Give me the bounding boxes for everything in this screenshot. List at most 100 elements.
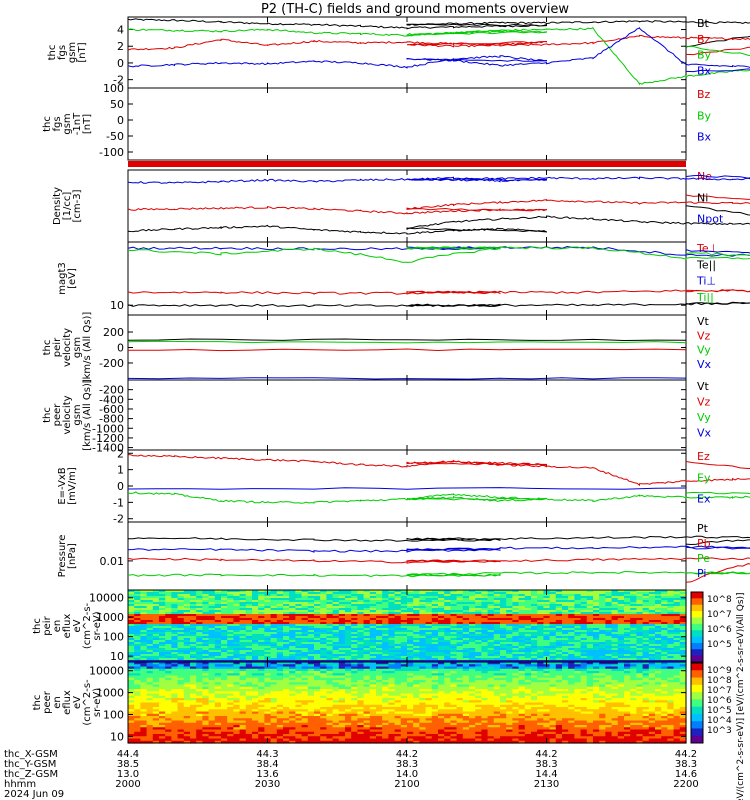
spectrogram-cell [152, 720, 160, 724]
spectrogram-cell [264, 606, 272, 609]
spectrogram-cell [549, 654, 557, 657]
spectrogram-cell [357, 606, 365, 609]
spectrogram-cell [214, 650, 222, 653]
spectrogram-cell [165, 596, 172, 599]
spectrogram-cell [611, 622, 619, 625]
spectrogram-cell [444, 622, 451, 625]
spectrogram-cell [506, 650, 513, 653]
spectrogram-cell [382, 654, 389, 657]
spectrogram-cell [276, 648, 284, 651]
spectrogram-cell [301, 711, 309, 715]
spectrogram-cell [475, 590, 482, 593]
spectrogram-cell [134, 677, 141, 681]
spectrogram-cell [221, 634, 228, 637]
spectrogram-cell [245, 722, 253, 726]
spectrogram-cell [345, 600, 352, 603]
spectrogram-cell [270, 662, 278, 665]
spectrogram-cell [270, 675, 278, 679]
spectrogram-cell [500, 594, 507, 597]
spectrogram-cell [252, 702, 259, 706]
spectrogram-cell [382, 604, 389, 607]
spectrogram-cell [363, 650, 371, 653]
spectrogram-cell [146, 592, 154, 595]
spectrogram-cell [586, 656, 594, 659]
spectrogram-cell [214, 628, 222, 631]
spectrogram-cell [338, 736, 346, 740]
spectrogram-cell [252, 671, 259, 674]
spectrogram-cell [233, 660, 241, 663]
spectrogram-cell [345, 650, 352, 653]
spectrogram-cell [332, 682, 340, 686]
spectrogram-cell [617, 592, 625, 595]
spectrogram-cell [648, 636, 656, 639]
spectrogram-cell [214, 666, 222, 670]
spectrogram-cell [605, 606, 613, 609]
spectrogram-cell [326, 598, 334, 601]
spectrogram-cell [295, 725, 303, 728]
spectrogram-cell [134, 727, 141, 731]
spectrogram-cell [307, 677, 315, 681]
spectrogram-cell [289, 680, 296, 683]
spectrogram-cell [413, 594, 420, 597]
spectrogram-cell [221, 642, 228, 645]
spectrogram-cell [357, 677, 365, 681]
spectrogram-cell [140, 729, 148, 733]
spectrogram-cell [369, 664, 377, 668]
spectrogram-cell [221, 707, 228, 710]
spectrogram-cell [493, 652, 501, 655]
spectrogram-cell [295, 650, 303, 653]
spectrogram-cell [524, 592, 532, 595]
spectrogram-cell [605, 610, 613, 613]
spectrogram-cell [196, 702, 203, 706]
spectrogram-cell [599, 618, 606, 621]
spectrogram-cell [661, 634, 668, 637]
spectrogram-cell [351, 632, 358, 635]
spectrogram-cell [586, 622, 594, 625]
spectrogram-cell [438, 612, 445, 615]
spectrogram-cell [183, 695, 191, 699]
spectrogram-cell [152, 675, 160, 679]
spectrogram-cell [661, 622, 668, 625]
spectrogram-cell [196, 610, 203, 613]
spectrogram-cell [289, 668, 296, 672]
spectrogram-cell [307, 628, 315, 631]
spectrogram-cell [227, 736, 234, 740]
spectrogram-cell [252, 684, 259, 688]
spectrogram-cell [227, 612, 234, 615]
spectrogram-cell [351, 658, 358, 661]
spectrogram-cell [537, 598, 544, 601]
spectrogram-cell [376, 620, 383, 623]
spectrogram-cell [183, 612, 191, 615]
spectrogram-cell [307, 686, 315, 690]
spectrogram-cell [444, 612, 451, 615]
spectrogram-cell [363, 596, 371, 599]
spectrogram-cell [295, 702, 303, 706]
spectrogram-cell [438, 642, 445, 645]
spectrogram-cell [369, 695, 377, 699]
spectrogram-cell [462, 632, 470, 635]
spectrogram-cell [369, 654, 377, 657]
spectrogram-cell [239, 646, 247, 649]
spectrogram-cell [500, 658, 507, 661]
spectrogram-cell [617, 608, 625, 611]
spectrogram-cell [369, 608, 377, 611]
spectrogram-cell [152, 612, 160, 615]
spectrogram-cell [500, 616, 507, 619]
spectrogram-cell [320, 666, 327, 670]
spectrogram-cell [444, 608, 451, 611]
spectrogram-cell [543, 626, 551, 629]
spectrogram-cell [345, 693, 352, 697]
spectrogram-cell [264, 716, 272, 719]
spectrogram-cell [568, 652, 575, 655]
spectrogram-cell [289, 686, 296, 690]
spectrogram-cell [456, 642, 464, 645]
spectrogram-cell [239, 709, 247, 713]
y-tick-label: 0 [117, 342, 124, 355]
spectrogram-cell [134, 606, 141, 609]
spectrogram-cell [376, 658, 383, 661]
spectrogram-cell [221, 620, 228, 623]
spectrogram-cell [351, 616, 358, 619]
spectrogram-cell [239, 704, 247, 708]
spectrogram-cell [574, 592, 582, 595]
spectrogram-cell [233, 686, 241, 690]
